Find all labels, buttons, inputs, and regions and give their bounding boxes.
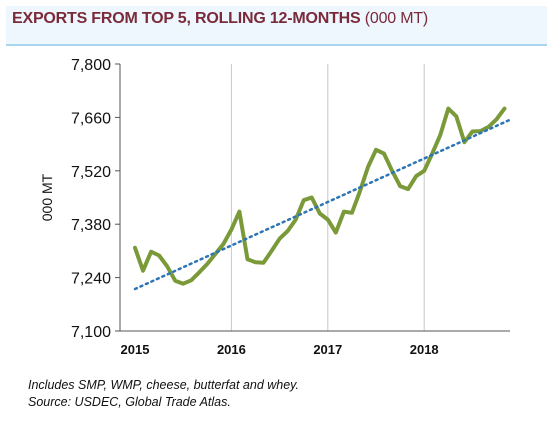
chart-title-text: EXPORTS FROM TOP 5, ROLLING 12-MONTHS	[12, 10, 361, 27]
y-tick-label: 7,100	[71, 324, 111, 341]
chart-title-unit: (000 MT)	[364, 10, 429, 27]
x-tick-label: 2015	[121, 342, 150, 357]
y-axis-title: 000 MT	[39, 173, 55, 221]
y-tick-label: 7,380	[71, 217, 111, 234]
trend-line	[133, 118, 513, 291]
y-tick-label: 7,660	[71, 110, 111, 127]
series-line	[133, 106, 507, 286]
title-band	[6, 6, 547, 46]
x-tick-label: 2016	[217, 342, 246, 357]
footnote-source: Source: USDEC, Global Trade Atlas.	[28, 395, 231, 409]
y-tick-label: 7,800	[71, 57, 111, 74]
x-tick-label: 2017	[313, 342, 342, 357]
y-tick-label: 7,520	[71, 164, 111, 181]
chart-title: EXPORTS FROM TOP 5, ROLLING 12-MONTHS (0…	[12, 10, 428, 28]
y-tick-label: 7,240	[71, 271, 111, 288]
footnote-contents: Includes SMP, WMP, cheese, butterfat and…	[28, 378, 299, 392]
x-tick-label: 2018	[410, 342, 439, 357]
